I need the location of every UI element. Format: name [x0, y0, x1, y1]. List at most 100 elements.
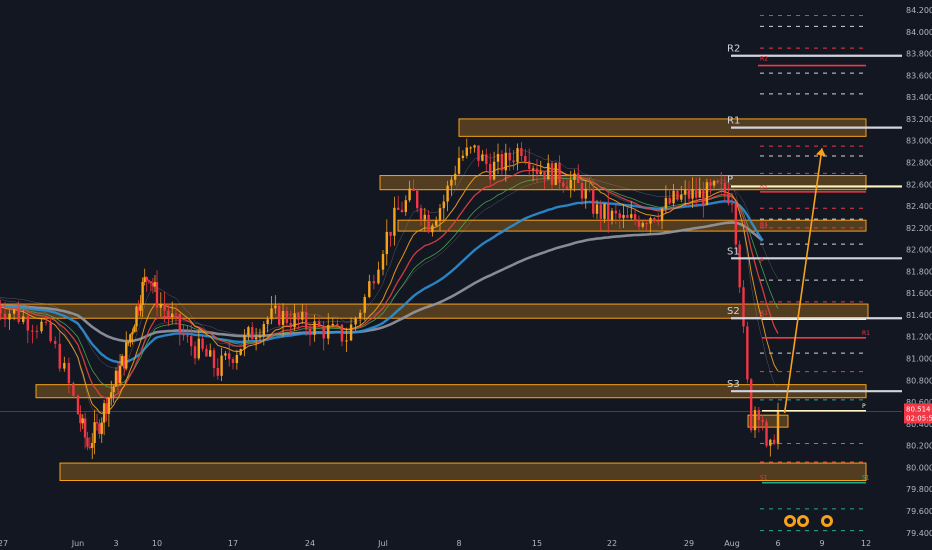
small-level-label: R2 [760, 223, 768, 230]
candle [147, 279, 150, 284]
candle-body [258, 335, 262, 338]
y-tick-label: 82.600 [906, 180, 932, 189]
candle-body [489, 163, 492, 180]
candle-body [749, 379, 753, 431]
candle [67, 357, 71, 394]
y-tick-label: 80.800 [906, 376, 932, 385]
candle-body [481, 154, 484, 161]
candle-body [520, 148, 523, 156]
candle [377, 261, 380, 285]
candle [88, 437, 92, 450]
candle [450, 176, 453, 196]
candle [285, 306, 289, 328]
candle [734, 201, 738, 253]
candle-body [584, 188, 587, 199]
candle [216, 358, 219, 380]
candle [676, 189, 679, 202]
candle [691, 177, 694, 209]
candle-body [304, 312, 308, 329]
candle-body [442, 201, 445, 209]
candle [400, 201, 404, 213]
candle [125, 331, 128, 371]
candle [524, 149, 527, 165]
candle-body [159, 304, 162, 308]
candle-body [702, 190, 705, 205]
candle-body [313, 321, 316, 335]
candle-body [691, 189, 694, 199]
candle [469, 146, 472, 154]
candle-body [100, 422, 103, 434]
event-badges [784, 515, 833, 527]
candle-body [358, 312, 362, 319]
candle [512, 150, 515, 170]
small-level-label: S1 [760, 475, 768, 482]
candle-body [247, 327, 250, 336]
candle [516, 143, 519, 171]
candle [584, 181, 587, 209]
candle [765, 419, 768, 448]
candle-body [469, 147, 472, 149]
candle-body [603, 203, 606, 219]
x-tick-label: 8 [456, 539, 461, 548]
candle [680, 186, 683, 203]
price-tag [904, 403, 932, 424]
candle-body [182, 332, 185, 336]
candle-body [457, 157, 461, 174]
candle [129, 333, 132, 347]
candle [746, 321, 749, 384]
y-tick-label: 83.000 [906, 137, 932, 146]
candle-body [239, 348, 242, 355]
candle [573, 169, 576, 192]
candle [595, 199, 599, 219]
candle-body [186, 335, 189, 337]
candle-body [637, 220, 641, 227]
candle [709, 178, 712, 195]
candle-body [105, 403, 108, 414]
candle-body [107, 398, 111, 414]
candle [465, 138, 468, 159]
candle [127, 341, 130, 347]
candle [102, 399, 106, 436]
candle-body [58, 343, 61, 369]
candle [454, 165, 457, 186]
candle [155, 270, 159, 317]
candle-body [727, 193, 730, 204]
candle [603, 203, 606, 223]
y-tick-label: 80.400 [906, 420, 932, 429]
candle [12, 308, 16, 321]
candle-body [562, 182, 565, 187]
candle-body [393, 207, 396, 236]
candle-body [614, 210, 618, 214]
candle [562, 179, 565, 193]
candle [649, 216, 652, 233]
candle-body [266, 319, 269, 325]
candle-body [569, 180, 572, 189]
candle [372, 274, 376, 290]
candle-body [349, 324, 353, 341]
candle-body [327, 325, 330, 339]
candle [705, 178, 709, 206]
candle-body [285, 310, 289, 324]
candle-body [53, 341, 57, 344]
candle [262, 321, 265, 346]
candle-body [174, 313, 178, 315]
x-tick-label: 3 [113, 539, 118, 548]
candle-body [220, 355, 223, 376]
candle-body [243, 335, 246, 349]
candle [317, 316, 321, 328]
candle-body [716, 181, 719, 183]
candle-body [438, 208, 442, 221]
candle-body [301, 312, 304, 320]
candle-body [110, 392, 113, 399]
candle [274, 295, 277, 314]
candle [281, 303, 285, 338]
candle-body [368, 281, 371, 297]
candle-body [149, 281, 153, 283]
candle-body [12, 309, 16, 314]
candle [58, 331, 61, 372]
candle-body [125, 342, 128, 369]
candle [477, 145, 480, 167]
candle-body [293, 313, 296, 328]
